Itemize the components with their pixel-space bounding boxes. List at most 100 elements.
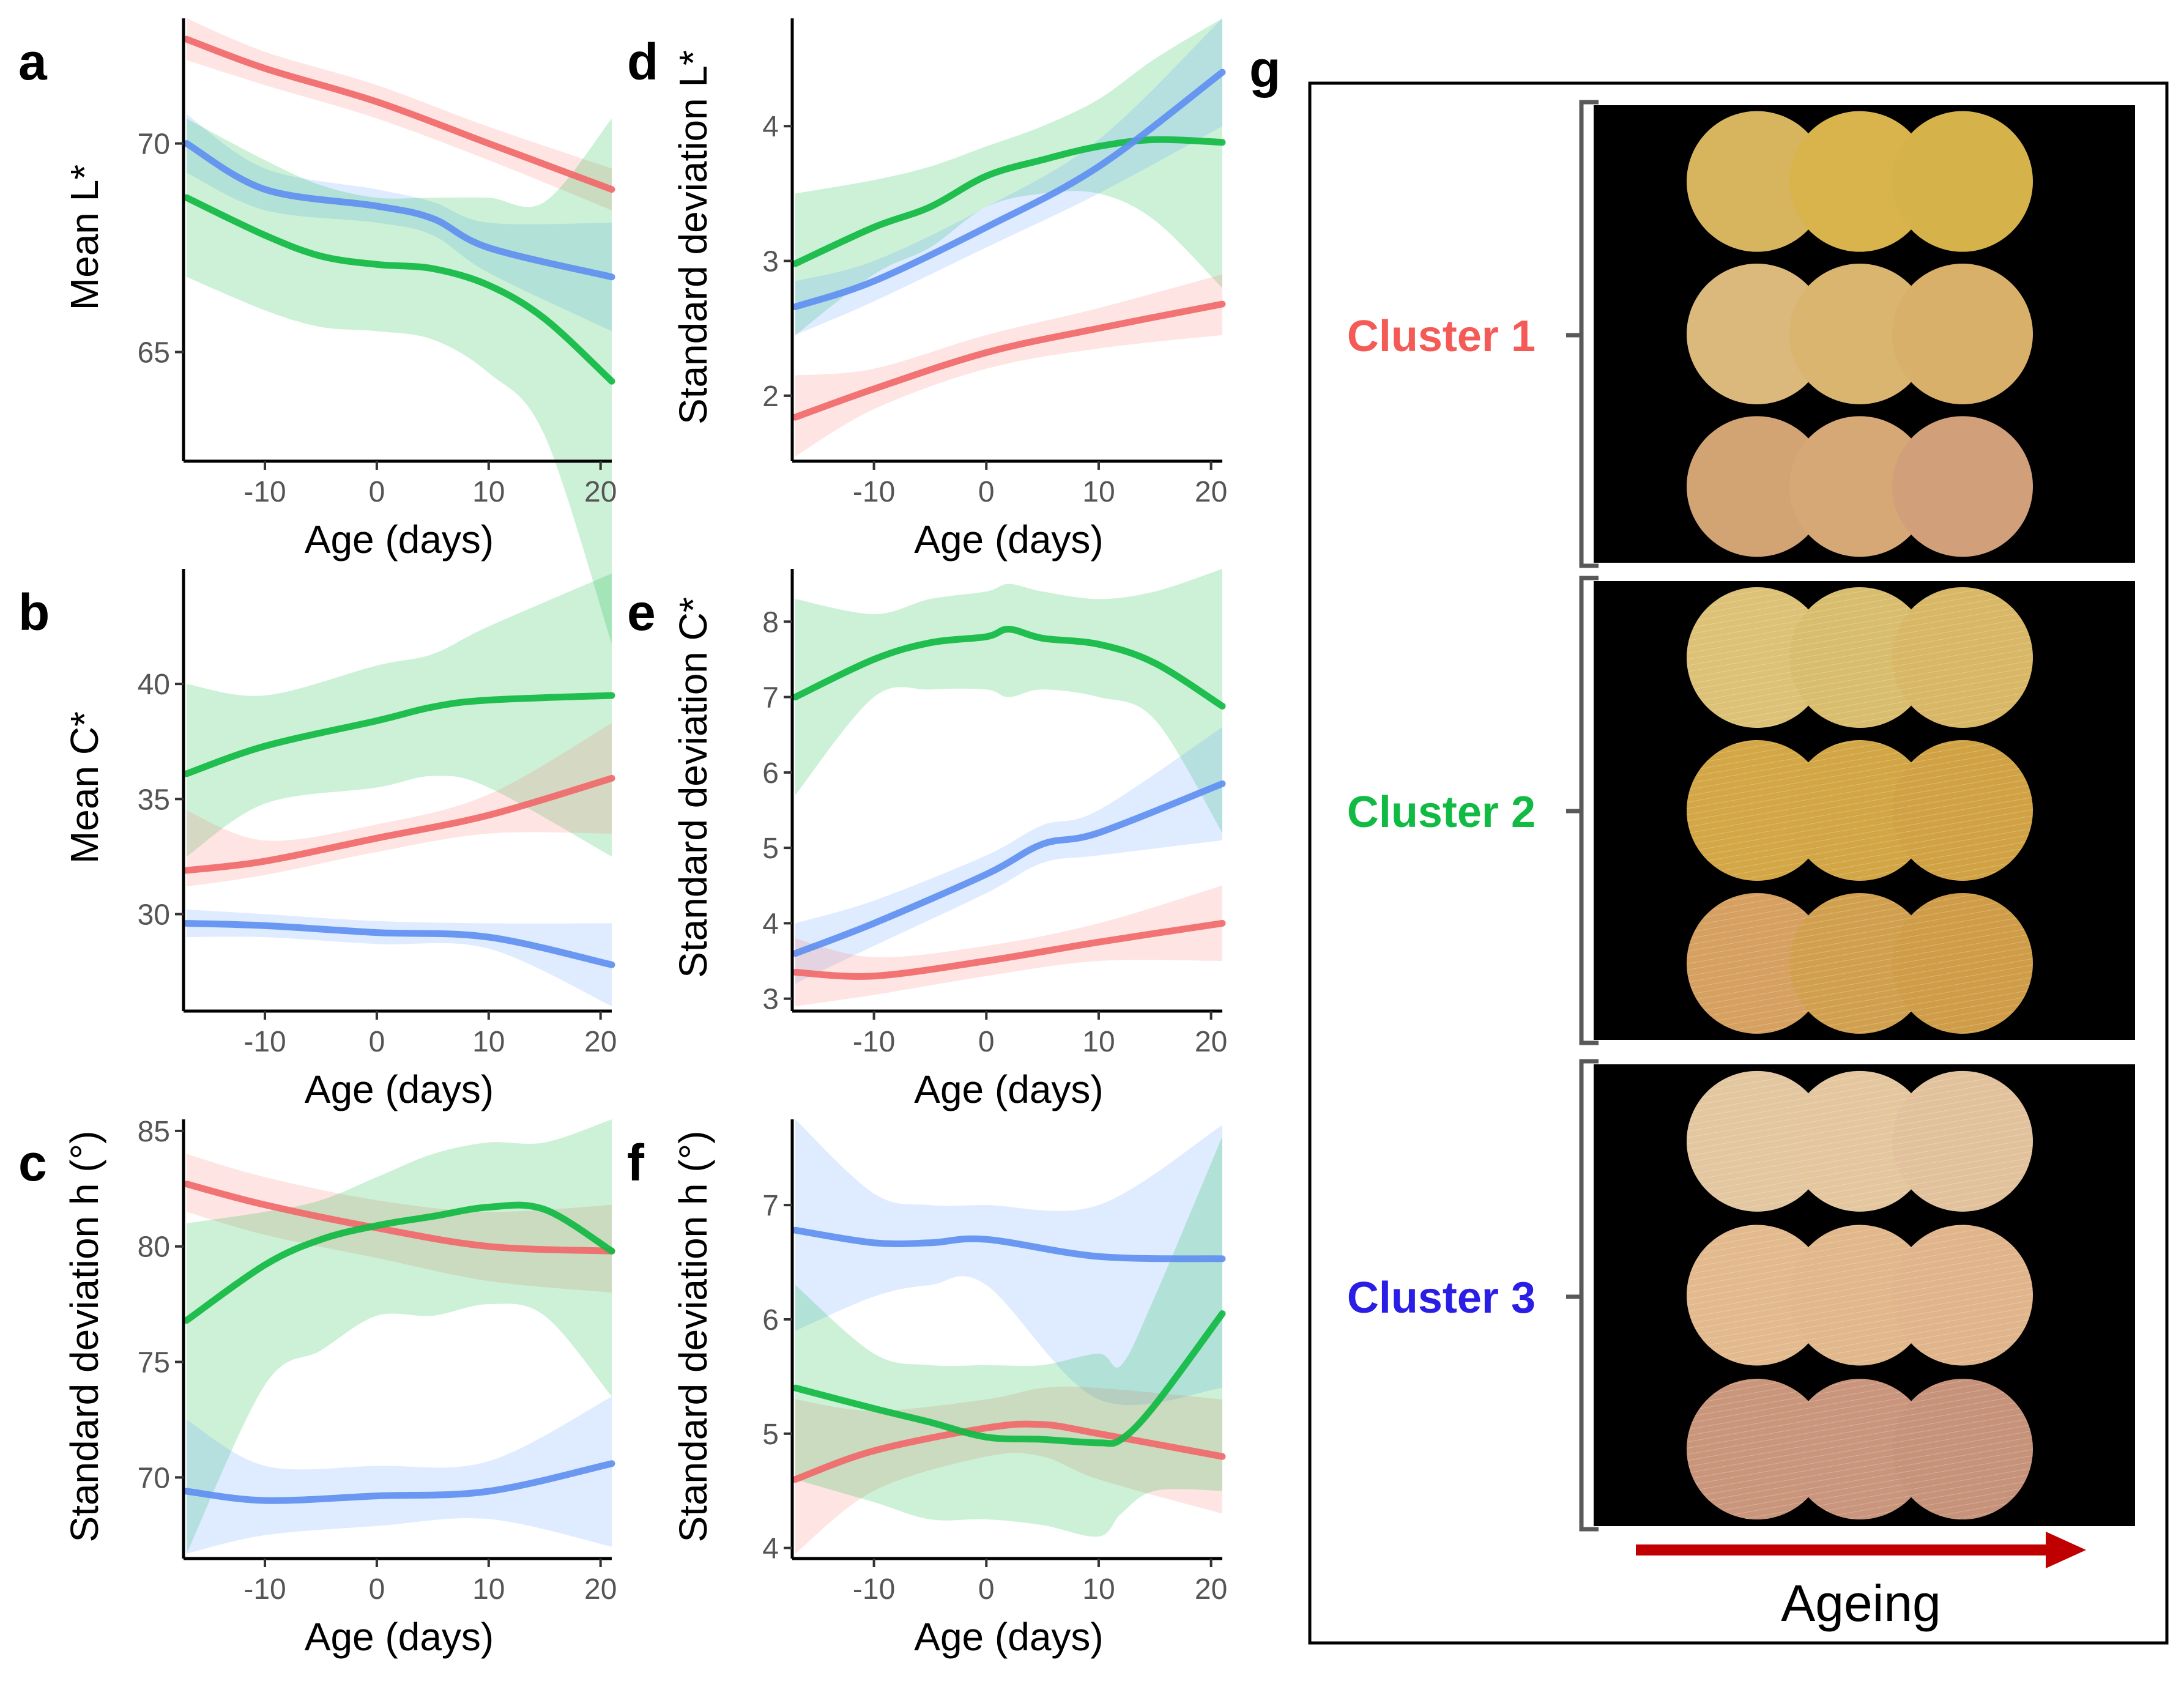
cluster-label-1: Cluster 1 [1347, 312, 1536, 361]
x-tick-label-e: 10 [1082, 1026, 1115, 1058]
ribbon-d-red [795, 274, 1222, 456]
y-tick-label-e: 3 [762, 984, 779, 1016]
panel-label-c: c [18, 1134, 47, 1192]
series-line-a-green [183, 194, 615, 385]
panel-label-d: d [627, 33, 658, 91]
y-tick-label-e: 7 [762, 682, 779, 714]
series-line-e-red [792, 919, 1226, 980]
arrow-shaft [1636, 1544, 2052, 1555]
series-line-c-blue [183, 1460, 615, 1504]
series-line-b-blue [183, 920, 615, 968]
x-tick-label-b: 10 [472, 1026, 505, 1058]
y-tick-label-c: 85 [138, 1116, 170, 1148]
x-tick-label-c: 10 [472, 1573, 505, 1606]
x-tick-label-b: -10 [243, 1026, 286, 1058]
skin-sample-texture [1789, 1379, 1930, 1520]
skin-sample-swatch [1687, 111, 1827, 252]
panel-label-g: g [1249, 40, 1280, 98]
skin-sample-texture [1789, 893, 1930, 1034]
x-tick-label-e: -10 [853, 1026, 895, 1058]
cluster-group-1: Cluster 1 [1347, 100, 2135, 568]
skin-sample-swatch [1687, 264, 1827, 404]
series-line-b-green [183, 692, 615, 777]
y-axis-label-b: Mean C* [62, 711, 106, 864]
y-axis-label-f: Standard deviation h (°) [671, 1130, 715, 1542]
y-tick-label-b: 40 [138, 669, 170, 701]
y-axis-label-d: Standard deviation L* [671, 50, 715, 425]
y-tick-label-d: 3 [762, 246, 779, 278]
ribbon-f-red [795, 1386, 1222, 1554]
ribbon-a-blue [187, 114, 612, 332]
chart-panel-f: 4 5 6 7 -10 0 10 20 Age (days) Standard deviation… [627, 1119, 1227, 1659]
chart-panel-a: 65 70 -10 0 10 20 Age (days) Mean L* a [18, 18, 617, 644]
cluster-group-2: Cluster 2 [1347, 576, 2135, 1045]
panel-label-b: b [18, 584, 50, 641]
ribbon-b-red [187, 723, 612, 887]
panel-g: g Cluster 1 Cluster 2 Cluster 3 Ageing [1249, 40, 2169, 1645]
ribbon-f-blue [795, 1119, 1222, 1406]
x-tick-label-f: 20 [1195, 1573, 1227, 1606]
skin-sample-texture [1687, 587, 1827, 728]
cluster-groups: Cluster 1 Cluster 2 Cluster 3 [1347, 100, 2135, 1532]
skin-sample-texture [1687, 740, 1827, 881]
y-tick-label-b: 35 [138, 784, 170, 816]
series-line-d-green [792, 136, 1226, 267]
skin-sample-texture [1687, 1225, 1827, 1366]
skin-sample-texture [1687, 893, 1827, 1034]
series-line-c-green [183, 1201, 615, 1324]
x-tick-label-d: 10 [1082, 476, 1115, 508]
series-line-f-red [792, 1420, 1226, 1483]
skin-sample-swatch [1892, 111, 2033, 252]
y-tick-label-f: 7 [762, 1190, 779, 1222]
x-axis-label-d: Age (days) [914, 517, 1103, 562]
y-axis-label-a: Mean L* [62, 165, 106, 310]
y-tick-label-a: 70 [138, 128, 170, 161]
chart-panel-c: 70 75 80 85 -10 0 10 20 Age (days) Standard devia… [18, 1116, 617, 1659]
y-tick-label-d: 4 [762, 111, 779, 143]
ribbon-c-green [187, 1119, 612, 1554]
ageing-label: Ageing [1781, 1574, 1941, 1632]
skin-sample-texture [1789, 1225, 1930, 1366]
y-tick-label-d: 2 [762, 380, 779, 413]
skin-sample-swatch [1892, 264, 2033, 404]
x-axis-label-a: Age (days) [305, 517, 494, 562]
skin-sample-swatch [1789, 264, 1930, 404]
x-axis-label-f: Age (days) [914, 1615, 1103, 1659]
x-axis-label-b: Age (days) [305, 1067, 494, 1111]
series-line-f-green [792, 1310, 1226, 1447]
skin-sample-swatch [1892, 416, 2033, 557]
x-axis-label-e: Age (days) [914, 1067, 1103, 1111]
x-tick-label-e: 20 [1195, 1026, 1227, 1058]
skin-sample-texture [1687, 1379, 1827, 1520]
x-tick-label-f: 0 [978, 1573, 995, 1606]
skin-sample-texture [1789, 740, 1930, 881]
x-tick-label-e: 0 [978, 1026, 995, 1058]
skin-sample-swatch [1687, 416, 1827, 557]
skin-sample-swatch [1789, 111, 1930, 252]
y-axis-label-c: Standard deviation h (°) [62, 1130, 106, 1542]
x-tick-label-c: 0 [369, 1573, 385, 1606]
panel-label-e: e [627, 584, 656, 641]
x-tick-label-a: 10 [472, 476, 505, 508]
skin-sample-texture [1789, 587, 1930, 728]
x-tick-label-b: 0 [369, 1026, 385, 1058]
chart-panel-b: 30 35 40 -10 0 10 20 Age (days) Mean C* b [18, 569, 617, 1111]
x-tick-label-b: 20 [584, 1026, 617, 1058]
y-tick-label-c: 75 [138, 1347, 170, 1379]
skin-sample-texture [1687, 1070, 1827, 1212]
x-tick-label-f: -10 [853, 1573, 895, 1606]
panel-label-a: a [18, 33, 48, 91]
panel-label-f: f [627, 1134, 645, 1192]
series-line-c-red [183, 1181, 615, 1255]
y-tick-label-b: 30 [138, 899, 170, 931]
y-axis-label-e: Standard deviation C* [671, 597, 715, 978]
x-tick-label-a: 20 [584, 476, 617, 508]
x-tick-label-c: 20 [584, 1573, 617, 1606]
skin-sample-swatch [1789, 416, 1930, 557]
ribbon-e-green [795, 569, 1222, 833]
series-line-e-green [792, 626, 1226, 710]
x-tick-label-f: 10 [1082, 1573, 1115, 1606]
ribbon-a-red [187, 18, 612, 210]
